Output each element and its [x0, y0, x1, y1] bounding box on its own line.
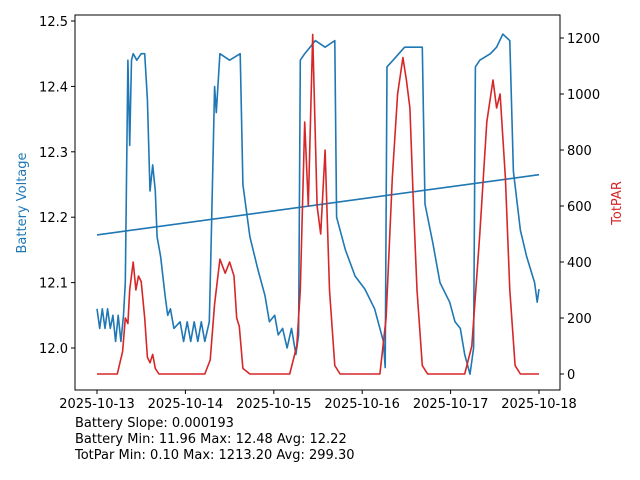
- y-left-tick-label: 12.3: [39, 146, 68, 161]
- x-tick-label: 2025-10-13: [59, 397, 135, 412]
- plot-frame: [74, 14, 561, 391]
- y-right-tick-label: 1000: [567, 88, 600, 103]
- series-totpar: [97, 33, 539, 375]
- series-battery-voltage: [96, 33, 540, 376]
- series-battery-trend: [96, 173, 540, 236]
- y-right-tick-label: 0: [567, 368, 575, 383]
- y-right-tick-label: 400: [567, 256, 592, 271]
- y-right-tick-label: 800: [567, 144, 592, 159]
- y-left-tick-label: 12.1: [39, 277, 68, 292]
- x-tick-label: 2025-10-16: [324, 397, 400, 412]
- x-tick-label: 2025-10-15: [236, 397, 312, 412]
- y-right-tick-label: 1200: [567, 32, 600, 47]
- x-tick-label: 2025-10-14: [148, 397, 224, 412]
- x-tick-label: 2025-10-18: [501, 397, 577, 412]
- y-left-label: Battery Voltage: [15, 152, 30, 253]
- y-left-tick-label: 12.4: [39, 80, 68, 95]
- y-left-tick-label: 12.2: [39, 211, 68, 226]
- y-right-label: TotPAR: [610, 181, 625, 226]
- y-left-tick-label: 12.5: [39, 15, 68, 30]
- stats-block: Battery Slope: 0.000193 Battery Min: 11.…: [75, 416, 355, 464]
- battery-slope-text: Battery Slope: 0.000193: [75, 416, 234, 431]
- series-layer: [96, 33, 540, 376]
- y-left-tick-label: 12.0: [39, 342, 68, 357]
- ticks-layer: 2025-10-13 2025-10-14 2025-10-15 2025-10-16…: [39, 15, 600, 412]
- y-right-tick-label: 600: [567, 200, 592, 215]
- y-right-tick-label: 200: [567, 312, 592, 327]
- x-tick-label: 2025-10-17: [413, 397, 489, 412]
- battery-stats-text: Battery Min: 11.96 Max: 12.48 Avg: 12.22: [75, 432, 347, 447]
- par-stats-text: TotPar Min: 0.10 Max: 1213.20 Avg: 299.3…: [75, 448, 355, 463]
